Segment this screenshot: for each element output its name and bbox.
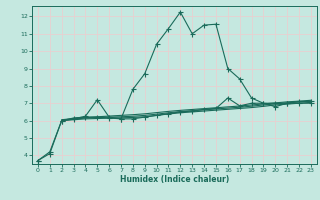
X-axis label: Humidex (Indice chaleur): Humidex (Indice chaleur) bbox=[120, 175, 229, 184]
